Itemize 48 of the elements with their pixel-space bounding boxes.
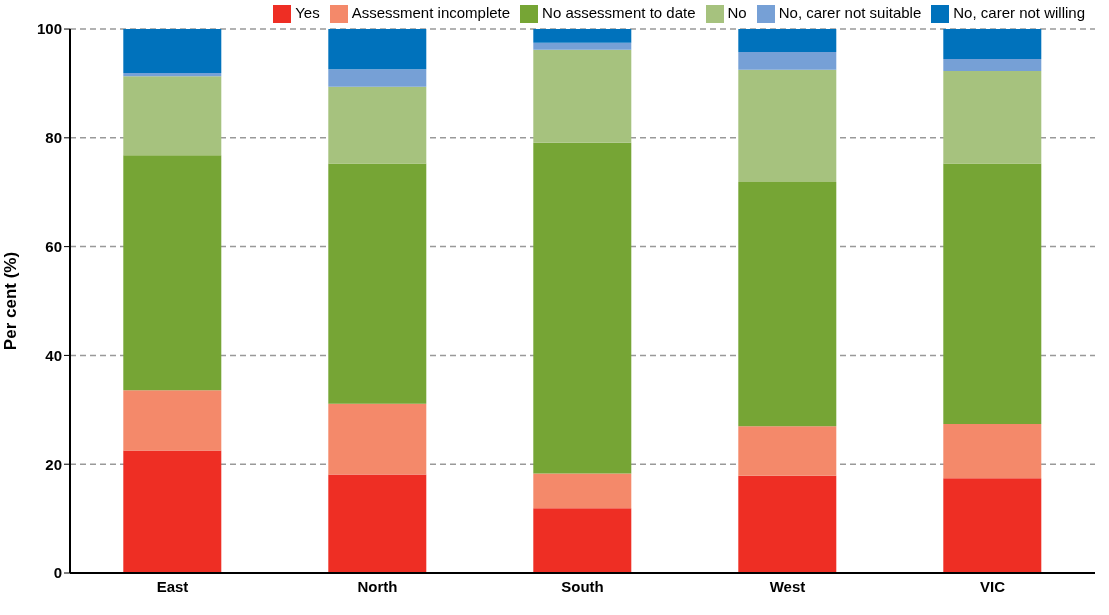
bar (943, 163, 1042, 424)
bar (943, 70, 1042, 164)
y-tick-label: 80 (45, 129, 62, 147)
bar (738, 426, 837, 476)
bar (328, 403, 427, 475)
bar (123, 450, 222, 573)
bar (943, 478, 1042, 573)
x-tick-label: West (769, 577, 806, 595)
bar (123, 73, 222, 77)
legend-label: Yes (295, 4, 320, 21)
x-tick-label: North (357, 577, 398, 595)
y-tick-label: 20 (45, 455, 62, 473)
bar (738, 51, 837, 70)
bar (738, 181, 837, 427)
bar (328, 474, 427, 573)
bar (328, 29, 427, 70)
bar (533, 29, 632, 43)
legend-label: No, carer not willing (953, 4, 1085, 21)
bar (943, 29, 1042, 59)
x-tick-label: South (561, 577, 604, 595)
y-tick-label: 100 (36, 20, 62, 38)
legend-label: No assessment to date (542, 4, 696, 21)
bar (533, 473, 632, 509)
bar (943, 423, 1042, 479)
bar (533, 508, 632, 573)
y-tick-label: 60 (45, 237, 62, 255)
bar (123, 76, 222, 156)
bar (123, 155, 222, 391)
legend-label: No (727, 4, 747, 21)
y-tick-label: 40 (45, 346, 62, 364)
bar (328, 86, 427, 164)
y-tick-label: 0 (53, 564, 62, 582)
bar (328, 69, 427, 87)
bar (533, 142, 632, 474)
bar (738, 475, 837, 573)
bar (738, 69, 837, 182)
legend-label: Assessment incomplete (351, 4, 511, 21)
bar (738, 29, 837, 52)
bar (533, 42, 632, 50)
bar (123, 390, 222, 451)
x-tick-label: VIC (979, 577, 1006, 595)
x-tick-label: East (156, 577, 189, 595)
bar (943, 58, 1042, 71)
bar (123, 29, 222, 74)
bar (533, 49, 632, 143)
y-axis-title: Per cent (%) (1, 251, 21, 351)
legend-label: No, carer not suitable (778, 4, 922, 21)
bar (328, 163, 427, 404)
